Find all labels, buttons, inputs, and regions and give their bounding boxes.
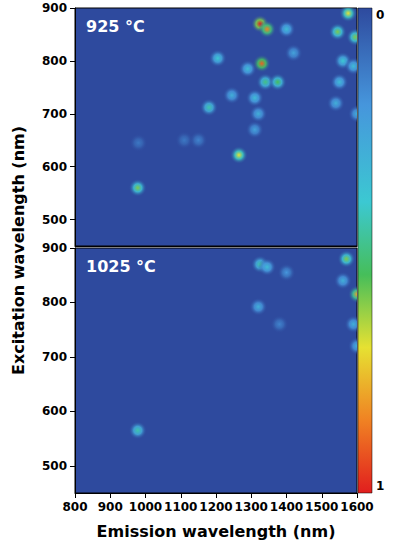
svg-text:Emission wavelength (nm): Emission wavelength (nm): [97, 522, 336, 541]
svg-text:0: 0: [376, 8, 384, 22]
svg-text:900: 900: [98, 500, 123, 514]
svg-text:500: 500: [42, 213, 67, 227]
svg-text:800: 800: [62, 500, 87, 514]
svg-text:1000: 1000: [129, 500, 162, 514]
svg-text:700: 700: [42, 107, 67, 121]
svg-text:1500: 1500: [305, 500, 338, 514]
svg-text:500: 500: [42, 459, 67, 473]
svg-text:800: 800: [42, 295, 67, 309]
svg-text:600: 600: [42, 404, 67, 418]
svg-text:1100: 1100: [164, 500, 197, 514]
svg-text:900: 900: [42, 241, 67, 255]
svg-text:1025 °C: 1025 °C: [86, 257, 156, 276]
svg-text:1: 1: [376, 479, 384, 493]
svg-text:800: 800: [42, 54, 67, 68]
svg-text:1600: 1600: [340, 500, 373, 514]
svg-text:1300: 1300: [235, 500, 268, 514]
svg-text:900: 900: [42, 1, 67, 15]
svg-text:700: 700: [42, 350, 67, 364]
svg-text:925 °C: 925 °C: [86, 17, 145, 36]
svg-text:Excitation wavelength (nm): Excitation wavelength (nm): [9, 126, 28, 375]
svg-text:1400: 1400: [270, 500, 303, 514]
svg-text:1200: 1200: [199, 500, 232, 514]
svg-text:600: 600: [42, 160, 67, 174]
